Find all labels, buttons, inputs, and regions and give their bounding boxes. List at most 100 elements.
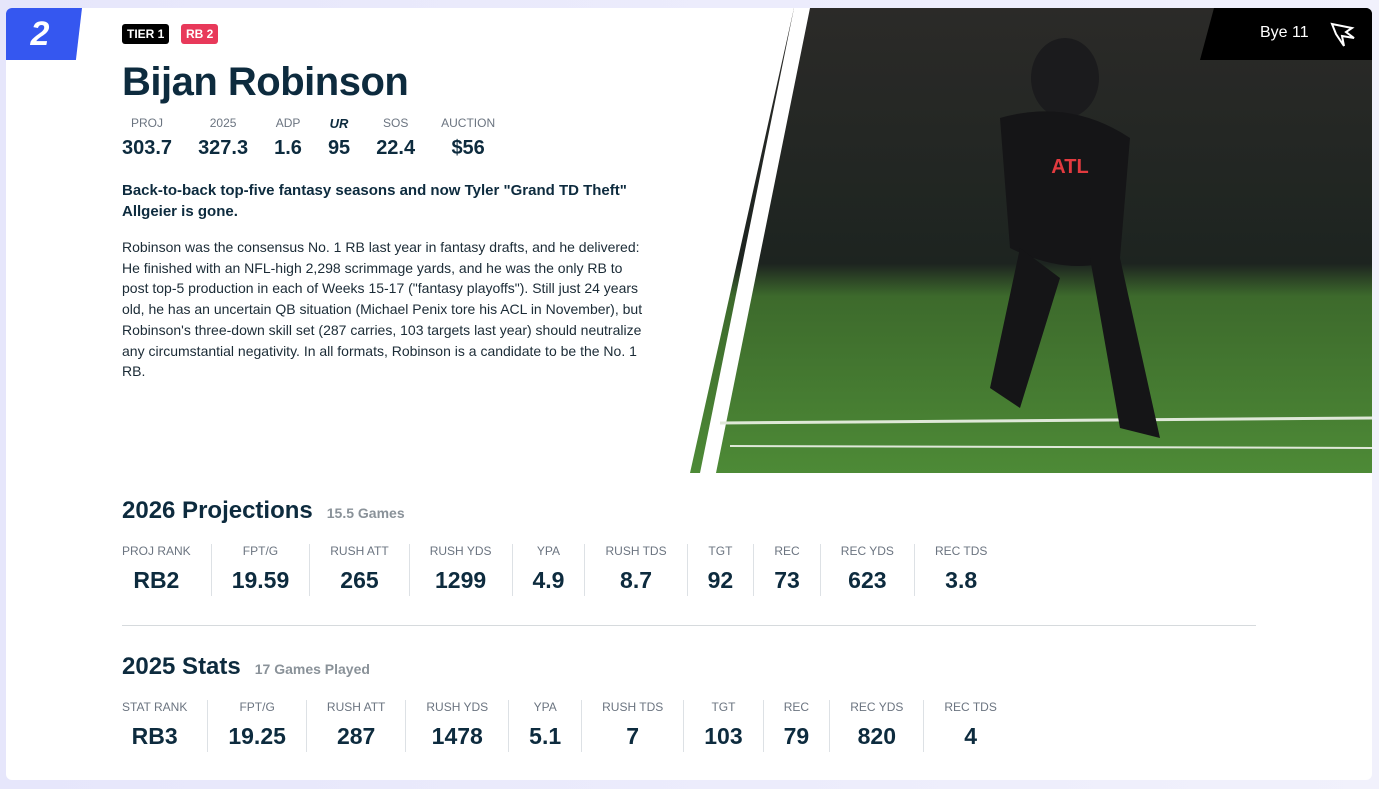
stat-label: RUSH YDS <box>426 700 489 714</box>
svg-text:ATL: ATL <box>1051 156 1088 178</box>
stat-label: TGT <box>708 544 733 558</box>
stat-cell: FPT/G 19.59 <box>210 544 310 596</box>
section-title: 2025 Stats <box>122 653 241 680</box>
tier-badge: TIER 1 <box>122 24 170 44</box>
stat-cell: RUSH TDS 7 <box>581 700 683 752</box>
stat-cell: RUSH ATT 287 <box>305 700 405 752</box>
rank-badge: 2 <box>6 8 82 60</box>
stat-cell: REC YDS 820 <box>829 700 923 752</box>
stats-row: STAT RANK RB3 FPT/G 19.25 RUSH ATT 287 RUSH YD… <box>122 700 1017 752</box>
stat-label: YPA <box>536 544 561 558</box>
stat-label: RUSH TDS <box>605 544 667 558</box>
stat-value: 92 <box>707 567 734 593</box>
divider <box>122 625 1256 626</box>
stat-label: YPA <box>533 700 557 714</box>
bye-week: Bye 11 <box>1200 8 1372 60</box>
player-card: 2 TIER 1 RB 2 Bijan Robinson PROJ 303.7 20… <box>6 8 1372 780</box>
stat-value: 287 <box>336 723 376 749</box>
stat-label: 2025 <box>209 116 237 130</box>
player-name: Bijan Robinson <box>122 60 409 104</box>
stat-cell: RUSH ATT 265 <box>309 544 408 596</box>
stat-label: REC <box>774 544 800 558</box>
stat-label: SOS <box>382 116 409 130</box>
stat-label: REC <box>783 700 810 714</box>
stat-value: $56 <box>451 137 485 159</box>
section-subtitle: 15.5 Games <box>326 505 405 521</box>
stat-label: TGT <box>711 700 736 714</box>
summary-stat: AUCTION $56 <box>441 116 495 160</box>
stat-value: 303.7 <box>122 137 173 159</box>
stat-cell: YPA 5.1 <box>508 700 581 752</box>
stat-cell: PROJ RANK RB2 <box>122 544 211 596</box>
summary-stats: PROJ 303.7 2025 327.3 ADP 1.6 UR 95 SOS 22.4 AUCTI… <box>122 116 521 160</box>
stat-label: STAT RANK <box>122 700 188 714</box>
stat-cell: TGT 103 <box>683 700 762 752</box>
stat-label: UR <box>329 116 349 131</box>
stat-value: 7 <box>626 723 640 749</box>
stat-value: 19.59 <box>231 567 290 593</box>
section-title: 2026 Projections <box>122 497 313 524</box>
stat-value: 4 <box>964 723 977 749</box>
stat-label: RUSH YDS <box>429 544 492 558</box>
stat-label: RUSH ATT <box>330 544 389 558</box>
stat-label: REC TDS <box>934 544 988 558</box>
stat-value: 4.9 <box>532 567 565 593</box>
bye-label: Bye 11 <box>1260 24 1309 41</box>
stat-value: 8.7 <box>620 567 653 593</box>
stat-cell: RUSH YDS 1478 <box>405 700 508 752</box>
stat-cell: REC 79 <box>762 700 830 752</box>
stat-label: REC YDS <box>840 544 894 558</box>
projections-heading: 2026 Projections 15.5 Games <box>122 497 405 525</box>
stat-value: 1478 <box>431 723 483 749</box>
stat-value: 3.8 <box>945 567 978 593</box>
stat-value: 1299 <box>435 567 487 593</box>
projections-row: PROJ RANK RB2 FPT/G 19.59 RUSH ATT 265 RUSH YD… <box>122 544 1007 596</box>
stat-value: 103 <box>704 723 743 749</box>
stat-cell: RUSH YDS 1299 <box>408 544 512 596</box>
stat-value: 95 <box>327 137 351 159</box>
position-badge: RB 2 <box>181 24 219 44</box>
summary-stat: PROJ 303.7 <box>122 116 172 160</box>
summary-stat: SOS 22.4 <box>376 116 415 160</box>
stat-label: REC TDS <box>944 700 997 714</box>
stat-cell: TGT 92 <box>686 544 754 596</box>
stat-value: 79 <box>783 723 810 749</box>
stat-label: FPT/G <box>242 544 279 558</box>
stat-label: REC YDS <box>850 700 904 714</box>
stat-label: PROJ <box>131 116 164 130</box>
stat-value: 5.1 <box>529 723 562 749</box>
summary-stat: UR 95 <box>328 116 350 160</box>
stat-value: 73 <box>774 567 800 593</box>
stat-label: ADP <box>275 116 301 130</box>
player-photo: ATL <box>690 8 1372 473</box>
section-subtitle: 17 Games Played <box>254 661 370 677</box>
stat-value: 22.4 <box>376 137 416 159</box>
stat-cell: YPA 4.9 <box>511 544 585 596</box>
analysis: Robinson was the consensus No. 1 RB last… <box>122 239 643 380</box>
headline: Back-to-back top-five fantasy seasons an… <box>122 182 627 220</box>
stat-cell: REC TDS 4 <box>923 700 1016 752</box>
stat-cell: STAT RANK RB3 <box>122 700 207 752</box>
stat-label: RUSH ATT <box>326 700 386 714</box>
stat-label: FPT/G <box>239 700 275 714</box>
stat-label: AUCTION <box>441 116 496 130</box>
stat-value: 820 <box>857 723 896 749</box>
stat-cell: REC TDS 3.8 <box>913 544 1007 596</box>
stat-value: 327.3 <box>198 137 249 159</box>
stat-value: 265 <box>340 567 379 593</box>
stat-value: RB2 <box>133 567 180 593</box>
stat-value: 19.25 <box>228 723 286 749</box>
stat-value: 623 <box>848 567 887 593</box>
stat-value: RB3 <box>131 723 178 749</box>
summary-stat: 2025 327.3 <box>198 116 248 160</box>
stat-cell: REC YDS 623 <box>819 544 914 596</box>
stat-label: RUSH TDS <box>602 700 664 714</box>
stats-heading: 2025 Stats 17 Games Played <box>122 653 370 681</box>
stat-label: PROJ RANK <box>122 544 191 558</box>
stat-value: 1.6 <box>274 137 302 159</box>
summary-stat: ADP 1.6 <box>274 116 302 160</box>
stat-cell: REC 73 <box>753 544 820 596</box>
stat-cell: FPT/G 19.25 <box>207 700 306 752</box>
stat-cell: RUSH TDS 8.7 <box>584 544 686 596</box>
